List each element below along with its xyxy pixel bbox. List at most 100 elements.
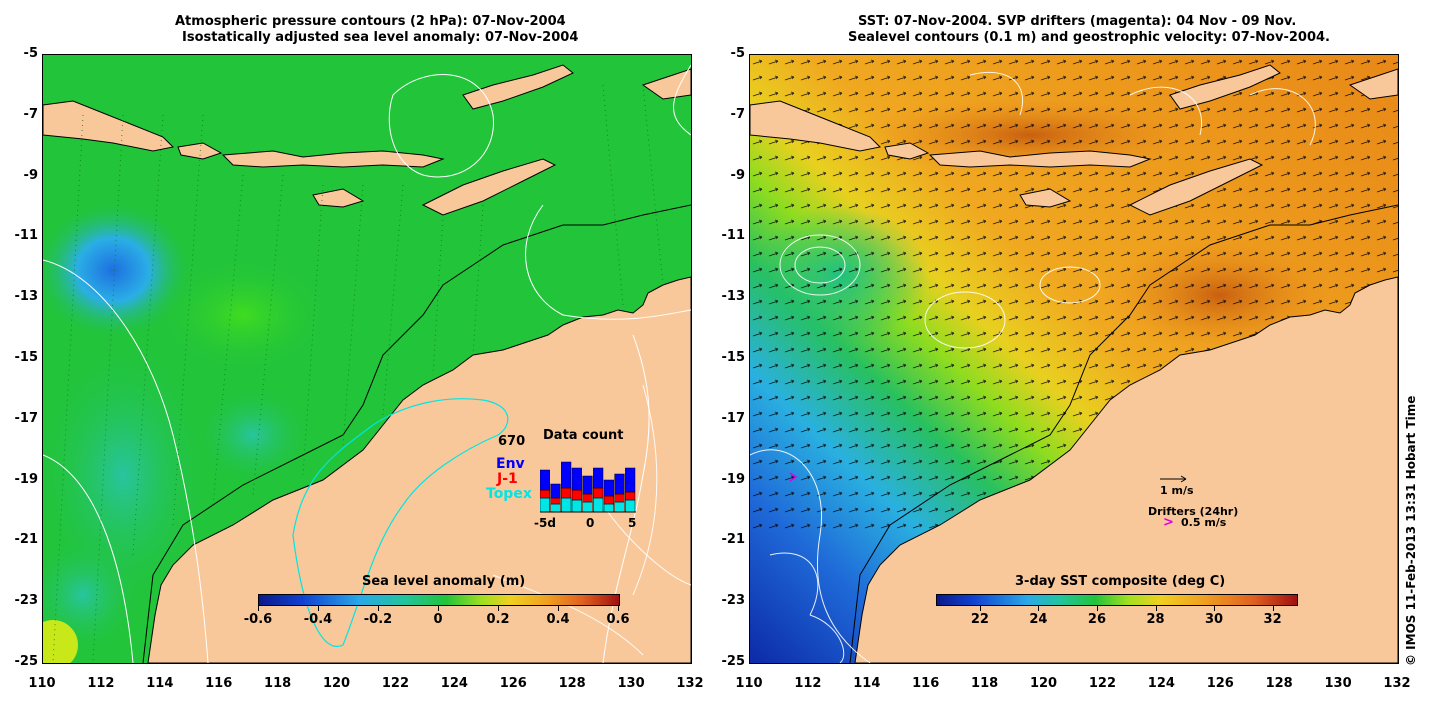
velocity-scale-arrow <box>1160 475 1187 483</box>
right-lat-tick: -17 <box>721 410 746 426</box>
histogram-bar-segment <box>625 491 636 501</box>
right-lon-tick: 114 <box>853 676 881 691</box>
histogram-bar-segment <box>571 489 582 501</box>
histogram-bar-segment <box>561 461 572 489</box>
right-lat-tick: -15 <box>721 350 746 365</box>
inset-title: Data count <box>543 428 624 443</box>
inset-label-env: Env <box>496 456 525 472</box>
histogram-bar-segment <box>582 475 593 495</box>
right-lat-tick: -19 <box>721 471 746 487</box>
left-lon-tick: 130 <box>617 676 645 691</box>
right-title-line2: Sealevel contours (0.1 m) and geostrophi… <box>848 30 1330 45</box>
right-lon-tick: 132 <box>1383 676 1411 691</box>
right-lat-tick: -7 <box>730 106 745 122</box>
sst-colorbar <box>936 594 1298 606</box>
right-lat-tick: -5 <box>730 46 745 61</box>
colorbar-tick-label: 0.4 <box>546 612 570 627</box>
right-lon-tick: 128 <box>1265 676 1293 691</box>
histogram-bar-segment <box>625 467 636 493</box>
right-lat-tick: -23 <box>721 593 746 609</box>
histogram-bar-segment <box>593 497 604 513</box>
colorbar-tick-label: 30 <box>1205 612 1224 627</box>
right-lon-tick: 110 <box>735 676 763 691</box>
colorbar-tick-label: 0.6 <box>606 612 630 627</box>
colorbar-tick-label: 22 <box>970 612 989 627</box>
inset-label-topex: Topex <box>486 486 532 502</box>
sumbawa-flores-island <box>221 150 445 168</box>
left-lat-tick: -15 <box>14 350 39 365</box>
histogram-bar-segment <box>614 473 625 495</box>
right-lon-tick: 122 <box>1088 676 1117 691</box>
left-title-line2: Isostatically adjusted sea level anomaly… <box>182 30 579 45</box>
histogram-bar-segment <box>561 497 572 513</box>
sst-map-graphics <box>750 55 1398 663</box>
right-lon-tick: 112 <box>794 676 822 691</box>
left-lon-tick: 124 <box>440 676 468 691</box>
colorbar-tick-mark <box>618 605 619 611</box>
left-lon-tick: 128 <box>558 676 586 691</box>
colorbar-tick-mark <box>558 605 559 611</box>
inset-x-tick-end: 5 <box>628 516 637 530</box>
left-lon-tick: 122 <box>381 676 410 691</box>
histogram-bar-segment <box>625 499 636 513</box>
histogram-bar-segment <box>571 499 582 513</box>
colorbar-tick-mark <box>979 605 981 611</box>
histogram-bar-segment <box>561 487 572 499</box>
histogram-bar-segment <box>593 467 604 489</box>
sea-level-anomaly-map <box>42 54 692 664</box>
left-lat-tick: -5 <box>23 46 38 61</box>
positive-anomaly-patch <box>153 255 333 375</box>
left-lat-tick: -9 <box>23 167 38 183</box>
colorbar-tick-label: -0.2 <box>363 612 393 627</box>
colorbar-tick-label: 0 <box>433 612 443 627</box>
histogram-bar-segment <box>550 483 561 499</box>
right-lat-tick: -13 <box>721 289 746 305</box>
right-lat-tick: -25 <box>721 654 746 669</box>
right-lat-tick: -11 <box>721 228 746 244</box>
right-lon-tick: 116 <box>912 676 940 691</box>
copyright-notice: © IMOS 11-Feb-2013 13:31 Hobart Time <box>1404 395 1418 666</box>
drifter-track <box>789 472 798 482</box>
java-island <box>43 100 175 152</box>
topex-coverage-outline <box>292 398 509 648</box>
bali-lombok-island <box>177 142 223 160</box>
left-lat-tick: -13 <box>14 289 39 305</box>
altimeter-tracks <box>52 84 664 663</box>
histogram-bar-segment <box>603 495 614 505</box>
right-lon-tick: 120 <box>1029 676 1058 691</box>
sst-colorbar-title: 3-day SST composite (deg C) <box>1015 574 1226 589</box>
colorbar-tick-mark <box>318 605 319 611</box>
colorbar-tick-mark <box>438 605 439 611</box>
colorbar-tick-label: 32 <box>1263 612 1282 627</box>
histogram-bar-segment <box>603 479 614 497</box>
left-lon-tick: 112 <box>87 676 115 691</box>
left-lon-tick: 114 <box>146 676 174 691</box>
drifters-label: Drifters (24hr) <box>1148 505 1239 518</box>
histogram-bar-segment <box>550 503 561 513</box>
colorbar-tick-label: 24 <box>1029 612 1048 627</box>
left-lat-tick: -17 <box>14 410 39 426</box>
colorbar-tick-label: 26 <box>1087 612 1107 627</box>
velocity-scale-label: 1 m/s <box>1160 484 1194 497</box>
histogram-bar-segment <box>571 467 582 491</box>
histogram-bar-segment <box>582 501 593 513</box>
colorbar-tick-label: 0.2 <box>486 612 510 627</box>
bathymetry-contour <box>142 204 691 663</box>
left-lon-tick: 132 <box>676 676 704 691</box>
histogram-bar-segment <box>540 497 550 513</box>
left-lat-tick: -23 <box>14 593 39 609</box>
histogram-bar-segment <box>582 493 593 503</box>
australia-landmass <box>147 276 691 663</box>
north-island-arc <box>462 64 574 110</box>
right-lat-tick: -9 <box>730 167 745 183</box>
left-lon-tick: 116 <box>205 676 233 691</box>
colorbar-tick-mark <box>378 605 379 611</box>
left-lat-tick: -25 <box>14 654 39 669</box>
sla-map-graphics <box>43 64 691 663</box>
left-lat-tick: -21 <box>14 532 39 548</box>
left-lon-tick: 126 <box>499 676 527 691</box>
colorbar-tick-mark <box>1214 605 1216 611</box>
right-lon-tick: 126 <box>1206 676 1234 691</box>
colorbar-tick-mark <box>498 605 499 611</box>
colorbar-tick-label: -0.4 <box>303 612 333 627</box>
